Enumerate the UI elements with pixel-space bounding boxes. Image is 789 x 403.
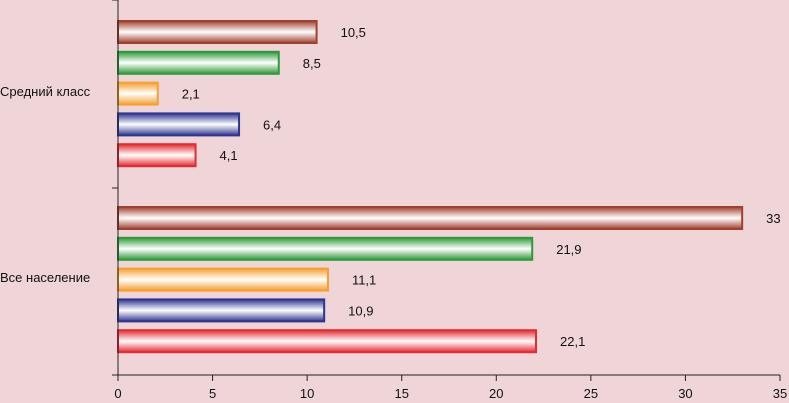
category-label: Все население <box>0 270 90 285</box>
bars-layer <box>117 20 744 354</box>
x-tick-label: 30 <box>678 386 692 401</box>
bar <box>117 50 280 75</box>
x-tick-label: 20 <box>489 386 503 401</box>
bar <box>117 298 326 323</box>
bar <box>117 143 197 168</box>
bar <box>117 267 329 292</box>
x-tick-label: 0 <box>114 386 121 401</box>
data-label: 10,9 <box>348 303 373 318</box>
x-tick-label: 35 <box>773 386 787 401</box>
category-label: Средний класс <box>0 84 91 99</box>
data-label: 11,1 <box>352 273 376 288</box>
bar <box>117 112 241 137</box>
data-label: 4,1 <box>220 148 238 163</box>
data-label: 21,9 <box>556 242 581 257</box>
data-label: 22,1 <box>560 334 585 349</box>
bar <box>117 236 534 261</box>
data-label: 6,4 <box>263 117 281 132</box>
bar <box>117 206 744 230</box>
x-tick-label: 10 <box>300 386 314 401</box>
bar <box>117 329 538 354</box>
data-label: 8,5 <box>303 56 321 71</box>
data-label: 33 <box>766 211 780 226</box>
x-tick-label: 15 <box>394 386 408 401</box>
data-label: 10,5 <box>341 25 366 40</box>
axes-layer <box>112 0 781 381</box>
bar <box>117 81 159 106</box>
bar <box>117 20 318 44</box>
x-tick-label: 5 <box>209 386 216 401</box>
x-tick-label: 25 <box>584 386 598 401</box>
data-label: 2,1 <box>182 87 200 102</box>
labels-layer: 10,5 8,5 2,1 6,4 4,1 Средний класс 33 21,9 11,1 1… <box>0 25 787 401</box>
